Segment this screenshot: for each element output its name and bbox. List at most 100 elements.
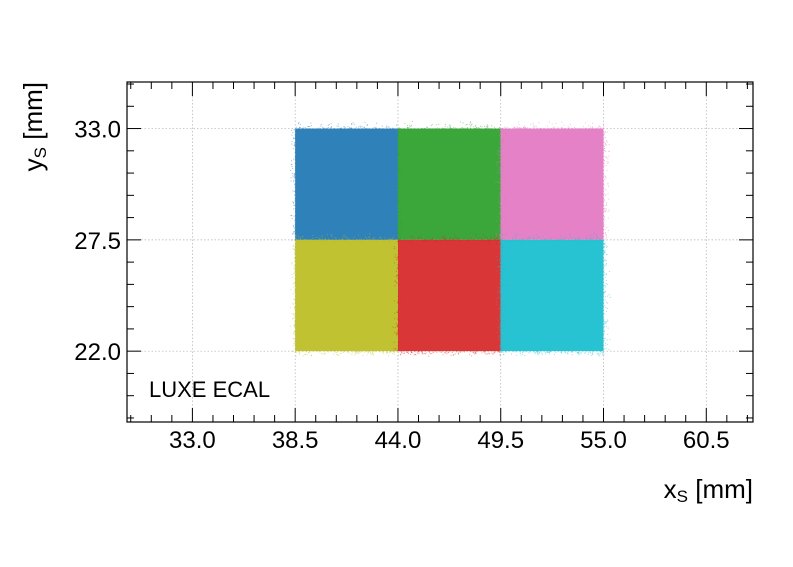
scatter-point: [394, 218, 396, 220]
scatter-point: [473, 126, 475, 128]
scatter-point: [608, 349, 610, 351]
scatter-point: [498, 181, 500, 183]
scatter-point: [394, 161, 396, 163]
scatter-point: [396, 174, 397, 176]
scatter-point: [442, 354, 444, 356]
scatter-point: [439, 239, 441, 241]
scatter-point: [608, 198, 610, 200]
scatter-point: [393, 300, 395, 302]
scatter-point: [501, 128, 503, 130]
scatter-point: [397, 350, 399, 351]
scatter-point: [577, 239, 579, 240]
scatter-point: [605, 322, 607, 324]
scatter-point: [404, 122, 406, 124]
scatter-point: [493, 239, 495, 241]
scatter-point: [294, 330, 296, 332]
scatter-point: [392, 326, 394, 328]
scatter-point: [595, 235, 597, 237]
scatter-point: [410, 125, 412, 127]
scatter-point: [499, 169, 501, 171]
scatter-point: [605, 301, 607, 303]
scatter-point: [500, 153, 502, 155]
scatter-point: [397, 274, 399, 276]
scatter-point: [599, 238, 600, 240]
scatter-point: [378, 128, 380, 129]
scatter-point: [500, 192, 502, 194]
scatter-point: [459, 121, 461, 123]
scatter-point: [518, 127, 520, 129]
scatter-point: [299, 236, 301, 238]
scatter-point: [397, 256, 399, 258]
scatter-point: [428, 355, 430, 357]
scatter-point: [294, 253, 295, 255]
scatter-point: [330, 127, 332, 129]
scatter-point: [575, 237, 577, 239]
scatter-point: [498, 351, 500, 353]
scatter-point: [304, 126, 306, 128]
scatter-point: [372, 238, 374, 240]
scatter-point: [396, 191, 398, 193]
scatter-point: [603, 329, 605, 331]
scatter-point: [472, 352, 474, 354]
scatter-point: [409, 126, 411, 128]
scatter-point: [578, 352, 580, 354]
scatter-point: [396, 178, 398, 180]
scatter-point: [396, 151, 398, 153]
luxe-ecal-annotation: LUXE ECAL: [149, 377, 270, 402]
scatter-point: [604, 247, 605, 249]
scatter-point: [373, 237, 375, 239]
scatter-point: [293, 265, 295, 267]
scatter-point: [539, 352, 541, 354]
scatter-point: [484, 126, 486, 127]
scatter-point: [605, 140, 607, 142]
scatter-point: [293, 144, 295, 146]
scatter-point: [524, 126, 526, 128]
scatter-point: [484, 236, 486, 238]
scatter-point: [495, 235, 497, 237]
scatter-point: [293, 249, 295, 250]
scatter-point: [431, 238, 433, 240]
scatter-point: [370, 353, 371, 355]
scatter-point: [574, 127, 575, 129]
scatter-point: [397, 160, 399, 162]
scatter-point: [396, 228, 398, 230]
scatter-point: [498, 328, 500, 330]
scatter-point: [292, 232, 294, 234]
scatter-point: [498, 182, 500, 184]
scatter-point: [575, 239, 577, 241]
scatter-point: [294, 204, 296, 206]
scatter-point: [395, 239, 397, 241]
scatter-point: [499, 350, 501, 352]
scatter-point: [443, 238, 445, 240]
scatter-point: [388, 126, 390, 128]
scatter-point: [394, 285, 396, 287]
scatter-point: [294, 137, 296, 139]
scatter-point: [359, 351, 361, 353]
scatter-point: [532, 237, 534, 239]
scatter-point: [413, 239, 415, 241]
scatter-point: [399, 239, 401, 241]
scatter-point: [320, 125, 322, 127]
scatter-point: [294, 325, 296, 327]
scatter-point: [396, 149, 398, 151]
scatter-point: [392, 351, 394, 353]
scatter-point: [498, 307, 500, 309]
scatter-point: [497, 292, 499, 294]
scatter-point: [397, 236, 399, 238]
scatter-point: [605, 177, 607, 179]
scatter-point: [294, 290, 296, 292]
scatter-point: [294, 331, 296, 333]
scatter-point: [387, 238, 389, 240]
scatter-point: [291, 215, 293, 217]
scatter-point: [423, 127, 425, 129]
scatter-point: [412, 128, 414, 130]
scatter-point: [497, 150, 499, 152]
scatter-point: [505, 233, 507, 235]
scatter-point: [294, 327, 296, 329]
scatter-point: [366, 124, 368, 126]
scatter-point: [340, 128, 342, 129]
scatter-point: [320, 124, 322, 125]
scatter-point: [493, 351, 495, 353]
scatter-point: [601, 351, 603, 353]
scatter-point: [500, 282, 501, 284]
